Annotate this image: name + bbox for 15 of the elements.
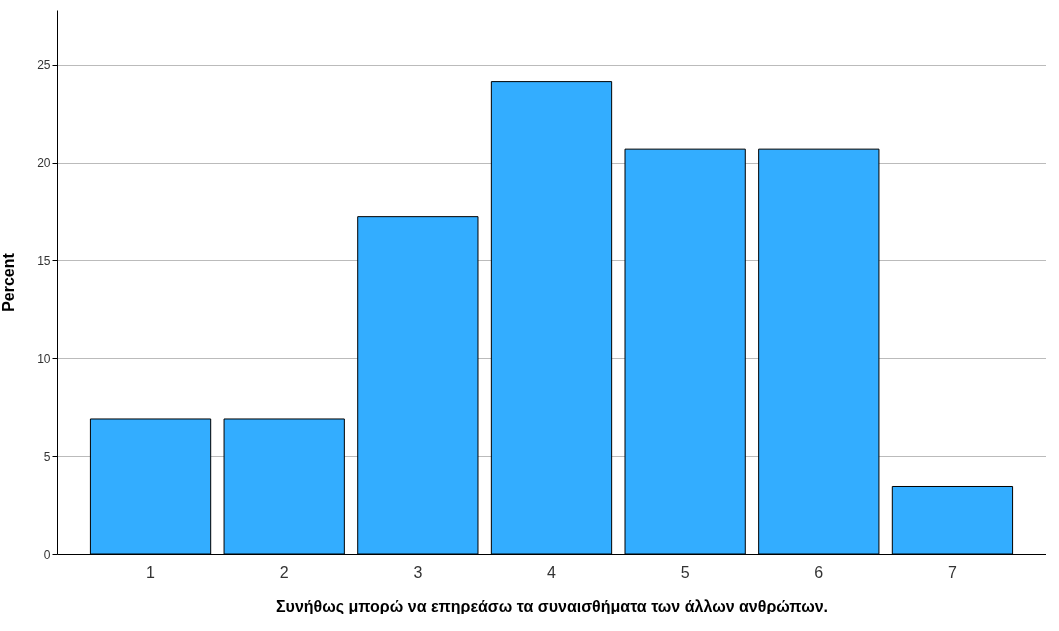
x-tick-label: 4 — [547, 563, 557, 581]
x-tick-label: 6 — [814, 563, 824, 581]
x-tick-label: 3 — [413, 563, 423, 581]
y-tick-label: 0 — [43, 547, 51, 562]
x-tick-label: 1 — [146, 563, 156, 581]
y-axis-title: Percent — [0, 252, 18, 312]
x-tick-label: 2 — [279, 563, 289, 581]
y-tick-label: 10 — [37, 351, 51, 366]
y-tick-label: 5 — [43, 449, 51, 464]
x-tick-label: 7 — [947, 563, 957, 581]
y-tick-label: 25 — [37, 58, 51, 73]
y-tick-label: 20 — [37, 156, 51, 171]
x-tick-label: 5 — [680, 563, 690, 581]
y-tick-label: 15 — [37, 253, 51, 268]
x-axis-title: Συνήθως μπορώ να επηρεάσω τα συναισθήματα των άλλων ανθρώπων. — [275, 597, 829, 616]
